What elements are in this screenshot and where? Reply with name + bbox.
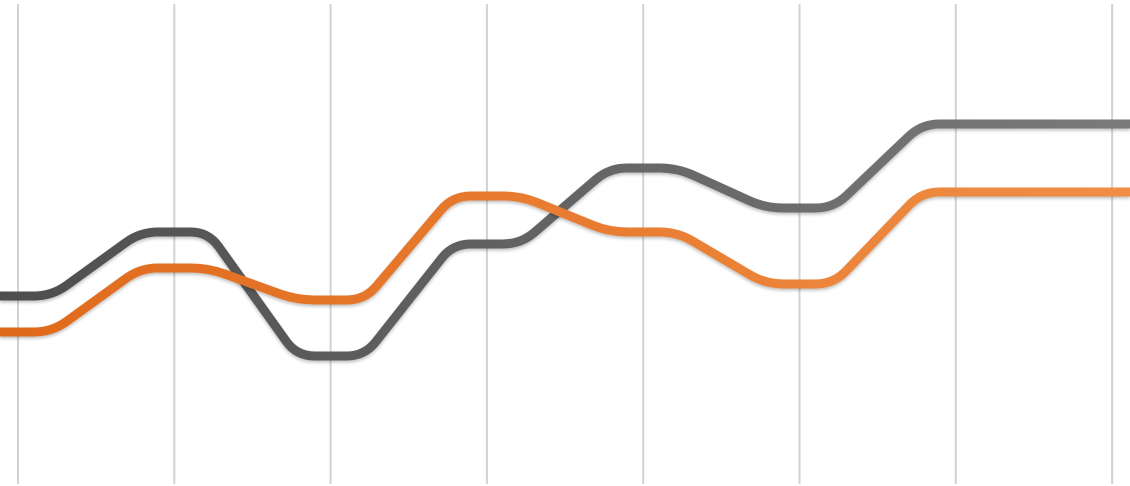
grid [17,4,1114,484]
series-line-0 [0,119,1130,361]
series-layer [0,119,1130,361]
series-line-1 [0,187,1130,337]
